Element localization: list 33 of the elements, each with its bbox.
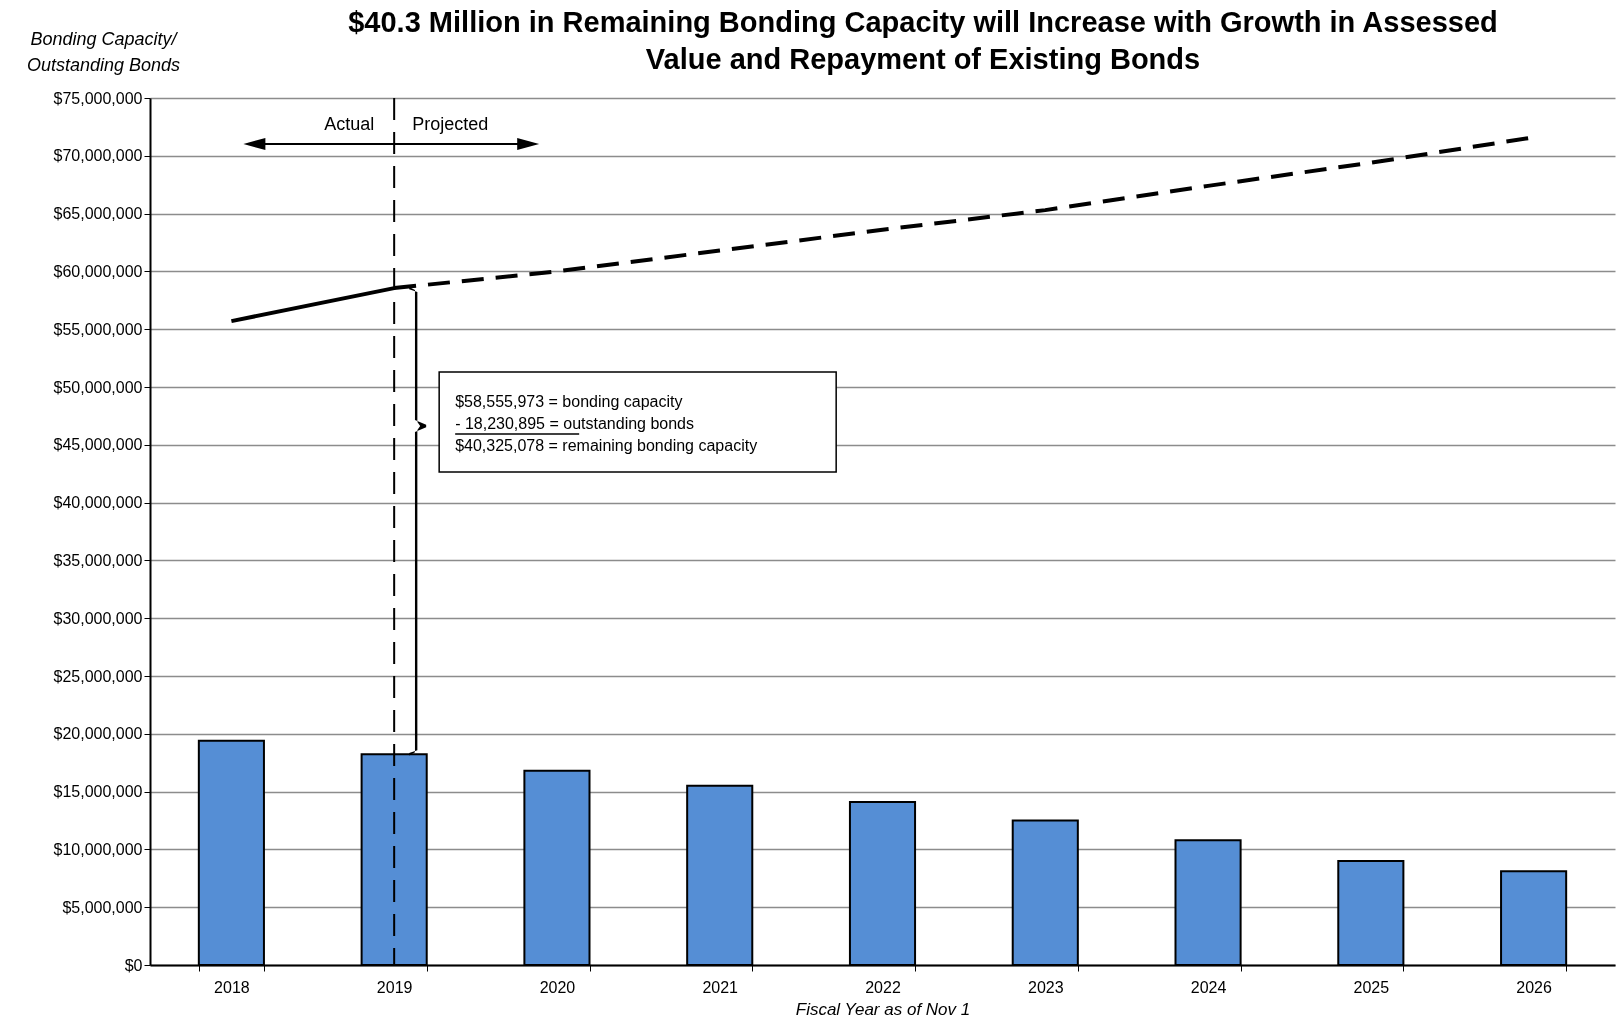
- annotation: Projected: [412, 114, 489, 134]
- x-tick-label: 2019: [376, 978, 413, 996]
- x-tick-label: 2018: [214, 978, 250, 996]
- y-tick-label: $45,000,000: [53, 436, 143, 454]
- chart-title: $40.3 Million in Remaining Bonding Capacity will Increase with Growth in Assessed Value and Repayment of Existing Bonds: [348, 6, 1498, 75]
- x-axis-title: Fiscal Year as of Nov 1: [795, 999, 971, 1019]
- annotation: - 18,230,895 = outstanding bonds: [455, 415, 695, 432]
- x-tick-label: 2023: [1027, 978, 1064, 996]
- x-tick-label: 2025: [1353, 978, 1390, 996]
- y-tick-label: $65,000,000: [53, 205, 143, 223]
- y-tick-label: $0: [124, 956, 143, 974]
- y-tick-label: $15,000,000: [53, 783, 143, 801]
- x-tick-label: 2026: [1516, 978, 1553, 996]
- y-tick-label: $70,000,000: [53, 147, 143, 165]
- annotation: Actual: [324, 114, 375, 134]
- x-tick-label: 2022: [865, 978, 901, 996]
- x-tick-label: 2021: [702, 978, 739, 996]
- y-tick-label: $20,000,000: [53, 725, 143, 743]
- y-tick-label: $40,000,000: [53, 494, 143, 512]
- y-tick-label: $35,000,000: [53, 551, 143, 569]
- y-tick-label: $50,000,000: [53, 378, 143, 396]
- annotation: $40,325,078 = remaining bonding capacity: [455, 437, 758, 454]
- annotation: $58,555,973 = bonding capacity: [455, 393, 683, 410]
- y-tick-label: $60,000,000: [53, 262, 143, 280]
- y-tick-label: $75,000,000: [53, 89, 143, 107]
- y-axis-title: Bonding Capacity/ Outstanding Bonds: [26, 28, 181, 75]
- x-tick-label: 2024: [1190, 978, 1227, 996]
- y-tick-label: $55,000,000: [53, 320, 143, 338]
- y-tick-label: $5,000,000: [62, 898, 143, 916]
- y-tick-label: $30,000,000: [53, 609, 143, 627]
- y-tick-label: $25,000,000: [53, 667, 143, 685]
- y-tick-label: $10,000,000: [53, 840, 143, 858]
- x-tick-label: 2020: [539, 978, 576, 996]
